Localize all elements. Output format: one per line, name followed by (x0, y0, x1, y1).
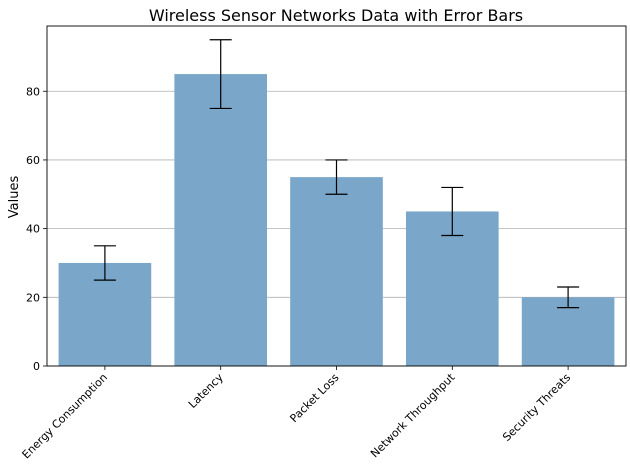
bar-latency (174, 74, 268, 366)
y-tick-label: 80 (26, 85, 40, 98)
bars (58, 74, 615, 366)
error-bars (93, 39, 580, 309)
y-tick-label: 0 (33, 360, 40, 373)
y-tick-label: 20 (26, 291, 40, 304)
y-axis-label: Values (7, 176, 22, 219)
bar-packet-loss (290, 177, 383, 366)
bar-network-throughput (405, 211, 499, 366)
bar-security-threats (521, 297, 615, 366)
y-tick-label: 60 (26, 154, 40, 167)
x-tick-label: Security Threats (500, 371, 573, 444)
x-tick-label: Network Throughput (368, 370, 458, 460)
x-tick-label: Latency (186, 371, 226, 411)
chart-title: Wireless Sensor Networks Data with Error… (149, 6, 523, 25)
x-tick-label: Energy Consumption (20, 371, 110, 461)
x-tick-label: Packet Loss (287, 371, 341, 425)
y-tick-label: 40 (26, 223, 40, 236)
